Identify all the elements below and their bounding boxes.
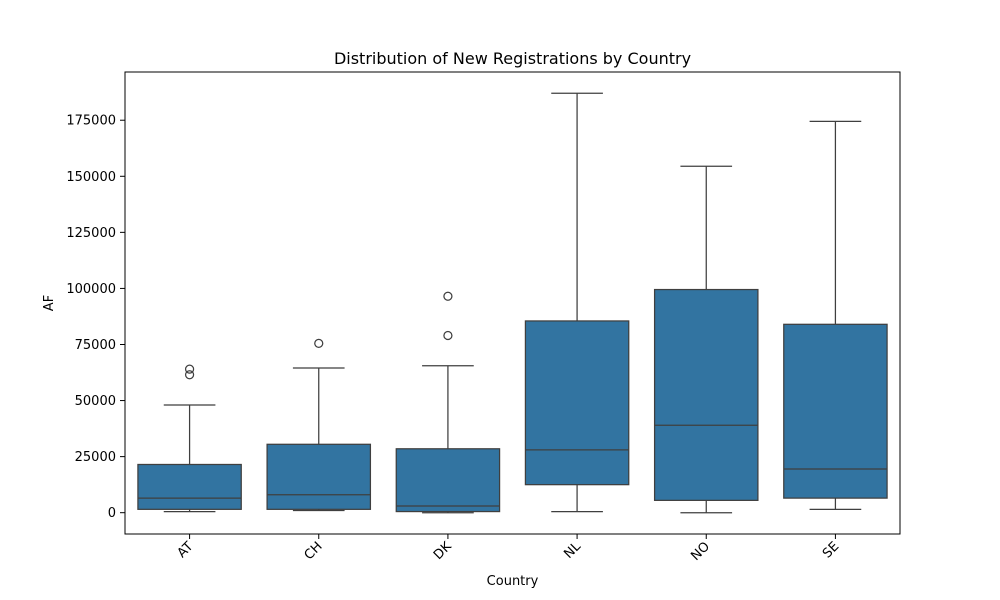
- y-tick-label: 150000: [66, 170, 116, 185]
- box-group-se: [783, 120, 888, 510]
- box-group-nl: [524, 92, 630, 513]
- y-axis-label: AF: [42, 295, 57, 311]
- plot-frame: [124, 71, 901, 535]
- box-nl: [524, 320, 630, 486]
- x-tick-label: SE: [820, 539, 842, 561]
- y-tick-label: 0: [108, 506, 116, 521]
- y-tick-label: 25000: [75, 450, 116, 465]
- x-tick-label: CH: [302, 539, 326, 563]
- outlier-ch-1: [314, 338, 324, 348]
- x-tick-label: NO: [688, 539, 713, 564]
- x-axis: AT CH DK NL NO SE: [175, 534, 842, 564]
- outlier-at-1: [184, 370, 195, 380]
- outlier-dk-1: [443, 330, 453, 341]
- box-dk: [395, 448, 501, 513]
- y-tick-label: 75000: [75, 338, 116, 353]
- y-tick-label: 125000: [66, 226, 116, 241]
- outlier-at-2: [184, 364, 195, 374]
- box-at: [137, 463, 242, 510]
- box-group-no: [653, 165, 759, 514]
- y-tick-label: 100000: [66, 282, 116, 297]
- x-axis-label: Country: [487, 574, 539, 589]
- box-ch: [266, 443, 372, 510]
- y-axis: 0 25000 50000 75000 100000 125000 150000 175000: [66, 114, 125, 521]
- y-tick-label: 175000: [66, 114, 116, 129]
- chart-title: Distribution of New Registrations by Cou…: [334, 49, 691, 68]
- box-group-ch: [266, 338, 372, 512]
- outlier-dk-2: [443, 291, 453, 301]
- y-tick-label: 50000: [75, 394, 116, 409]
- plot-area: [137, 92, 888, 514]
- box-no: [653, 288, 759, 501]
- box-group-dk: [395, 291, 501, 514]
- box-se: [783, 323, 888, 499]
- x-tick-label: NL: [561, 539, 584, 562]
- x-tick-label: DK: [431, 539, 455, 563]
- box-group-at: [137, 364, 242, 513]
- x-tick-label: AT: [175, 539, 197, 561]
